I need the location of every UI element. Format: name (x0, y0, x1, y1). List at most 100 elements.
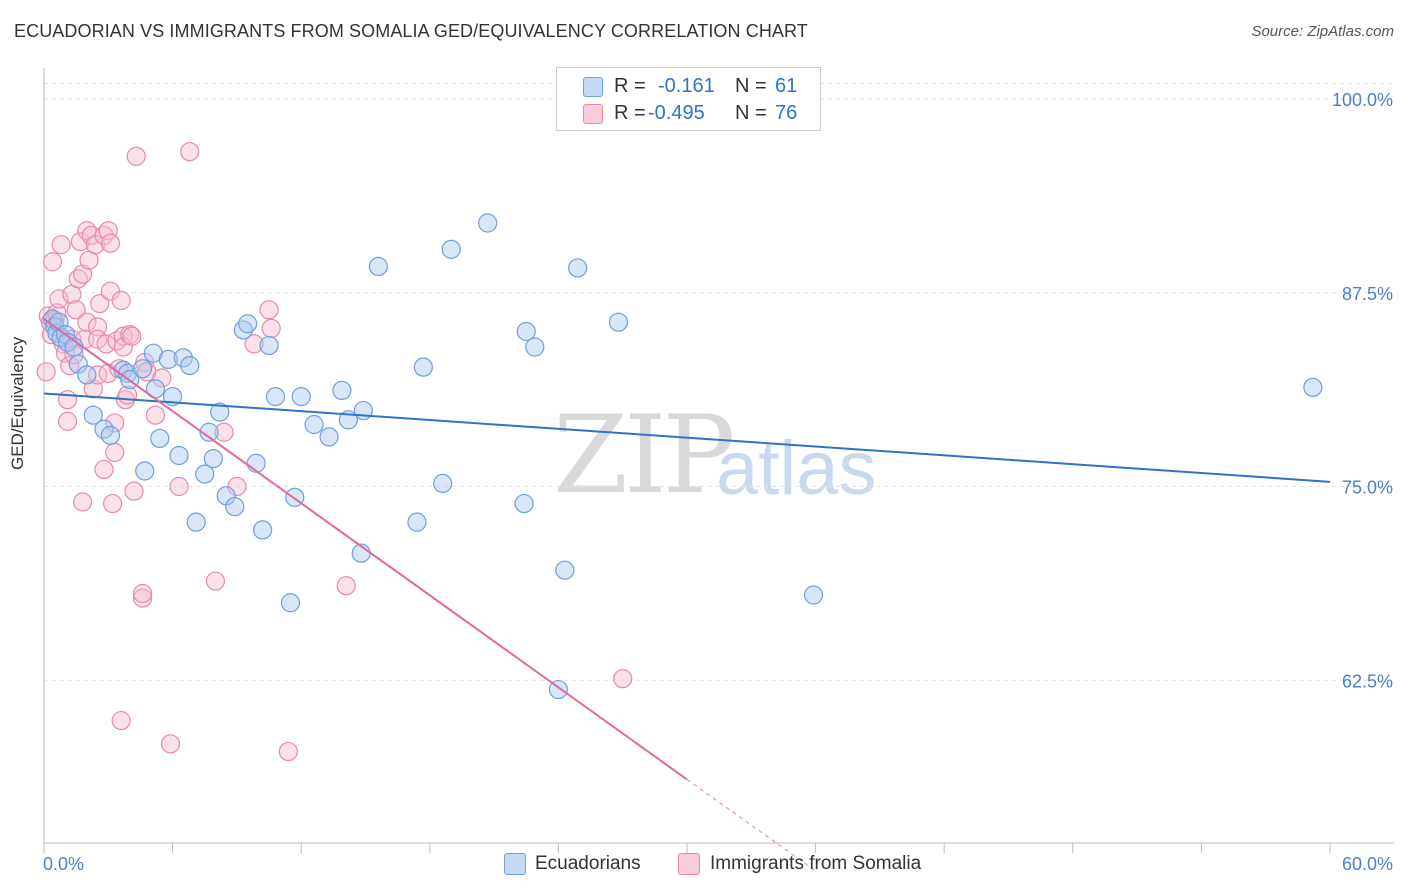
somalia-trend-line-extension (686, 778, 816, 872)
somalia-point (90, 294, 110, 314)
somalia-point (94, 459, 114, 480)
ecuadorians-point (568, 258, 588, 278)
bottom-legend-somalia: Immigrants from Somalia (710, 853, 922, 874)
somalia-point (259, 300, 279, 320)
somalia-point (66, 300, 86, 320)
somalia-point (72, 264, 93, 284)
somalia-point (169, 476, 189, 497)
y-tick-label: 62.5% (1342, 671, 1393, 691)
ecuadorians-point (441, 239, 461, 259)
ecuadorians-point (180, 356, 200, 376)
ecuadorians-point (173, 348, 193, 368)
somalia-point (57, 411, 78, 431)
ecuadorians-point (225, 497, 245, 517)
somalia-point (111, 710, 131, 731)
legend-swatch-somalia (583, 104, 603, 124)
somalia-point (261, 318, 281, 338)
somalia-point (244, 334, 264, 354)
legend-r-value-1: -0.161 (658, 75, 715, 97)
somalia-point (132, 588, 153, 608)
ecuadorians-point (210, 402, 230, 422)
somalia-point (49, 289, 69, 309)
somalia-point (64, 345, 84, 365)
ecuadorians-point (265, 387, 286, 407)
ecuadorians-point (413, 357, 433, 377)
legend-swatch-ecuadorians (583, 77, 603, 97)
somalia-point (205, 571, 226, 591)
ecuadorians-point (158, 349, 178, 369)
somalia-point (70, 232, 91, 252)
bottom-legend-swatch-somalia (678, 853, 700, 875)
ecuadorians-point (803, 585, 824, 605)
ecuadorians-point (169, 445, 189, 466)
somalia-point (36, 362, 56, 382)
ecuadorians-point (525, 337, 545, 357)
ecuadorians-point (433, 473, 453, 493)
y-tick-label: 87.5% (1342, 284, 1393, 304)
ecuadorians-point (478, 213, 498, 233)
somalia-point (51, 235, 71, 255)
ecuadorians-point (407, 512, 427, 532)
y-tick-label: 100.0% (1332, 90, 1393, 110)
ecuadorians-point (608, 312, 629, 332)
y-tick-label: 75.0% (1342, 478, 1393, 498)
somalia-point (100, 233, 121, 253)
ecuadorians-point (304, 414, 324, 435)
ecuadorians-point (150, 428, 170, 449)
ecuadorians-point (100, 425, 121, 445)
ecuadorians-point (132, 359, 153, 379)
somalia-point (105, 413, 125, 433)
ecuadorians-point (186, 512, 206, 532)
somalia-point (278, 741, 298, 762)
ecuadorians-point (77, 365, 97, 385)
legend-r-label-2: R = (614, 102, 652, 124)
ecuadorians-point (238, 314, 258, 334)
ecuadorians-point (332, 380, 352, 400)
somalia-point (42, 252, 63, 272)
ecuadorians-point (319, 427, 339, 447)
somalia-point (152, 368, 172, 388)
chart-title: ECUADORIAN VS IMMIGRANTS FROM SOMALIA GE… (14, 21, 808, 41)
ecuadorians-point (253, 520, 273, 540)
watermark-zip: ZIP (553, 393, 735, 518)
somalia-point (105, 442, 125, 462)
ecuadorians-point (199, 422, 219, 442)
stats-legend: R = -0.161 N = 61 R = -0.495 N = 76 (556, 67, 821, 131)
ecuadorians-point (368, 256, 388, 276)
ecuadorians-point (83, 405, 103, 425)
somalia-point (336, 576, 356, 596)
legend-n-value-2: 76 (775, 102, 798, 124)
source-label: Source: ZipAtlas.com (1251, 23, 1394, 40)
legend-n-label-2: N = (735, 102, 773, 124)
y-axis-label: GED/Equivalency (8, 336, 27, 470)
legend-n-label-1: N = (735, 75, 773, 97)
somalia-point (124, 481, 144, 501)
somalia-point (145, 405, 166, 425)
ecuadorians-point (555, 560, 575, 580)
somalia-point (111, 290, 131, 311)
bottom-legend-swatch-ecuadorians (504, 853, 526, 875)
ecuadorians-point (291, 387, 311, 407)
somalia-point (160, 734, 181, 754)
somalia-point (98, 221, 118, 241)
somalia-point (102, 493, 123, 514)
legend-n-value-1: 61 (775, 75, 798, 97)
ecuadorians-point (514, 493, 534, 514)
somalia-point (77, 312, 97, 332)
ecuadorians-point (280, 593, 301, 613)
legend-r-label-1: R = (614, 75, 652, 97)
x-tick-label: 60.0% (1342, 854, 1393, 874)
somalia-point (126, 146, 146, 166)
ecuadorians-point (135, 461, 155, 481)
bottom-legend-ecuadorians: Ecuadorians (535, 853, 641, 874)
x-tick-label: 0.0% (43, 854, 84, 874)
ecuadorians-point (1303, 377, 1323, 397)
somalia-point (214, 422, 234, 442)
somalia-point (72, 492, 93, 512)
somalia-point (57, 390, 78, 410)
ecuadorians-trend-line (43, 392, 1331, 483)
somalia-trend-line (43, 318, 688, 781)
ecuadorians-point (259, 335, 279, 356)
ecuadorians-point (516, 321, 536, 342)
